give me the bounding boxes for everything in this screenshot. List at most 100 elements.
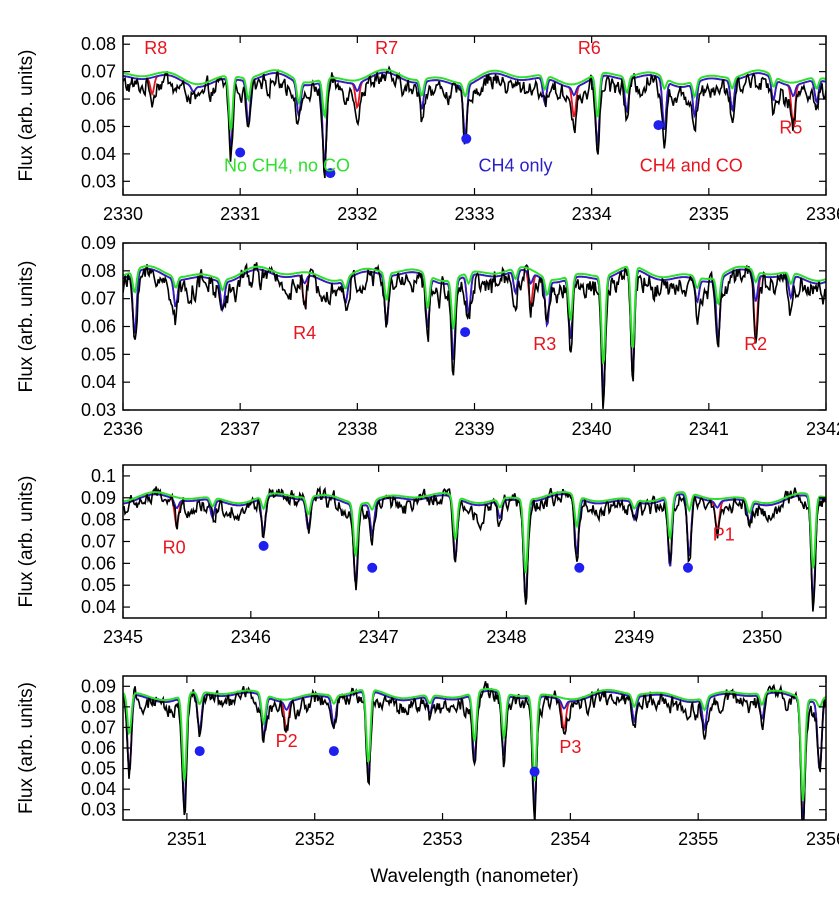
line-label: No CH4, no CO (224, 156, 350, 176)
y-tick-label: 0.09 (81, 676, 116, 696)
line-label: R2 (744, 334, 767, 354)
y-tick-label: 0.05 (81, 116, 116, 136)
line-label: R6 (578, 38, 601, 58)
y-axis-title: Flux (arb. units) (16, 50, 37, 182)
y-tick-label: 0.04 (81, 779, 116, 799)
ch4-line-marker (325, 168, 336, 179)
x-tick-label: 2349 (614, 627, 654, 647)
x-tick-label: 2338 (337, 419, 377, 439)
x-tick-label: 2335 (689, 204, 729, 224)
ch4-line-marker (258, 540, 269, 551)
plot-frame (122, 242, 827, 411)
line-label: R7 (375, 38, 398, 58)
ch4-line-marker (653, 120, 664, 131)
line-label: P2 (276, 731, 298, 751)
y-tick-label: 0.04 (81, 372, 116, 392)
y-tick-label: 0.06 (81, 553, 116, 573)
y-tick-label: 0.08 (81, 34, 116, 54)
x-tick-label: 2346 (231, 627, 271, 647)
x-tick-label: 2336 (103, 419, 143, 439)
y-tick-label: 0.08 (81, 510, 116, 530)
panel-1: 2330 2331 2332 2333 2334 2335 2336 0.03 0.04 0.05… (16, 34, 839, 224)
y-axis-title: Flux (arb. units) (16, 682, 37, 814)
line-label: R3 (533, 334, 556, 354)
y-tick-label: 0.07 (81, 289, 116, 309)
x-axis-title: Wavelength (nanometer) (370, 866, 578, 887)
line-label: R0 (163, 538, 186, 558)
y-tick-label: 0.1 (91, 466, 116, 486)
series-ch4-and-co (123, 493, 826, 602)
y-axis-title: Flux (arb. units) (16, 476, 37, 608)
x-tick-label: 2341 (689, 419, 729, 439)
line-label: R8 (144, 38, 167, 58)
y-tick-label: 0.06 (81, 317, 116, 337)
y-tick-label: 0.03 (81, 400, 116, 420)
spectra (123, 65, 826, 179)
y-tick-label: 0.03 (81, 171, 116, 191)
spectra (123, 262, 826, 409)
series-observed (123, 65, 826, 179)
y-tick-label: 0.09 (81, 488, 116, 508)
x-tick-label: 2334 (572, 204, 612, 224)
series-ch4-only (123, 493, 826, 602)
series-no-ch4-no-co (123, 491, 826, 574)
x-tick-label: 2354 (550, 829, 590, 849)
line-label: P3 (559, 737, 581, 757)
ch4-line-marker (574, 562, 585, 573)
x-tick-label: 2348 (486, 627, 526, 647)
ch4-line-marker (461, 133, 472, 144)
series-no-ch4-no-co (123, 265, 826, 364)
y-tick-label: 0.05 (81, 575, 116, 595)
ch4-line-marker (529, 766, 540, 777)
x-tick-label: 2337 (220, 419, 260, 439)
spectra (123, 485, 826, 612)
x-tick-label: 2355 (678, 829, 718, 849)
panel-3: 2345 2346 2347 2348 2349 2350 0.040.050.060.07… (16, 464, 827, 647)
series-no-ch4-no-co (123, 68, 826, 131)
y-tick-label: 0.07 (81, 62, 116, 82)
panel-4: 2351 2352 2353 2354 2355 2356 0.030.040.050.06… (16, 675, 839, 887)
x-tick-label: 2350 (742, 627, 782, 647)
series-observed (123, 681, 826, 820)
y-tick-label: 0.09 (81, 233, 116, 253)
series-ch4-only (123, 690, 826, 820)
x-tick-label: 2331 (220, 204, 260, 224)
ch4-line-marker (367, 562, 378, 573)
line-label: P1 (713, 524, 735, 544)
y-tick-label: 0.06 (81, 738, 116, 758)
line-label: CH4 only (478, 156, 552, 176)
y-tick-label: 0.04 (81, 144, 116, 164)
ch4-line-marker (194, 746, 205, 757)
ch4-line-marker (235, 147, 246, 158)
series-observed (123, 485, 826, 612)
ch4-line-marker (328, 746, 339, 757)
y-tick-label: 0.08 (81, 261, 116, 281)
x-tick-label: 2332 (337, 204, 377, 224)
line-label: R5 (779, 117, 802, 137)
line-label: CH4 and CO (640, 156, 743, 176)
x-tick-label: 2352 (295, 829, 335, 849)
x-tick-label: 2347 (359, 627, 399, 647)
x-tick-label: 2345 (103, 627, 143, 647)
y-tick-label: 0.05 (81, 759, 116, 779)
x-tick-label: 2333 (454, 204, 494, 224)
series-no-ch4-no-co (123, 688, 826, 802)
y-tick-label: 0.03 (81, 800, 116, 820)
y-tick-label: 0.08 (81, 697, 116, 717)
x-tick-label: 2353 (423, 829, 463, 849)
y-axis-title: Flux (arb. units) (16, 261, 37, 393)
x-tick-label: 2342 (806, 419, 839, 439)
x-tick-label: 2339 (454, 419, 494, 439)
x-tick-label: 2356 (806, 829, 839, 849)
y-tick-label: 0.04 (81, 597, 116, 617)
line-label: R4 (293, 323, 316, 343)
x-tick-label: 2336 (806, 204, 839, 224)
ch4-line-marker (682, 562, 693, 573)
x-tick-label: 2330 (103, 204, 143, 224)
series-ch4-only (123, 71, 826, 168)
y-tick-label: 0.07 (81, 717, 116, 737)
x-tick-label: 2351 (167, 829, 207, 849)
spectra (123, 681, 826, 820)
series-observed (123, 262, 826, 409)
